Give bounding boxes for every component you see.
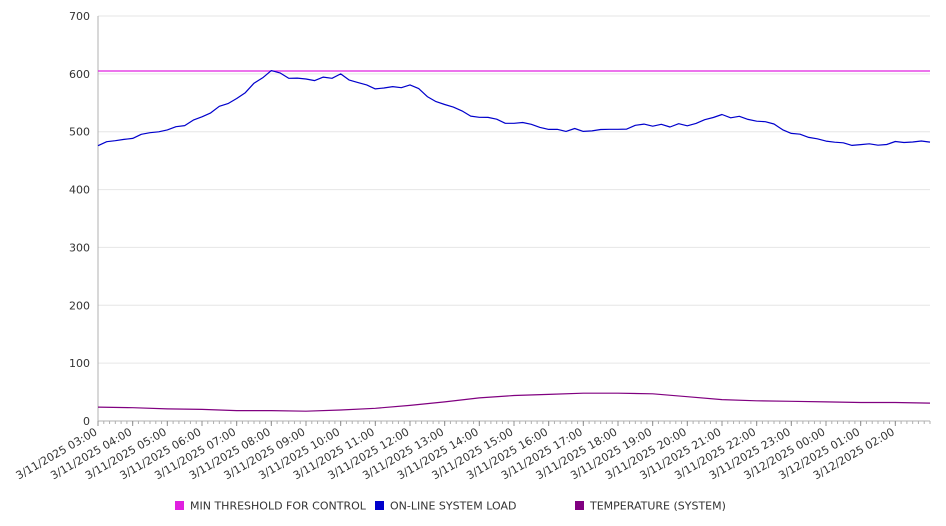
y-tick-label: 600 [69, 68, 90, 81]
y-tick-label: 500 [69, 126, 90, 139]
legend-label-0: MIN THRESHOLD FOR CONTROL [190, 500, 367, 513]
legend-swatch-0 [175, 501, 184, 510]
y-tick-label: 400 [69, 184, 90, 197]
legend-label-2: TEMPERATURE (SYSTEM) [589, 500, 726, 513]
series-lines [97, 69, 931, 412]
legend-label-1: ON-LINE SYSTEM LOAD [390, 500, 516, 513]
series-line-2 [97, 392, 931, 412]
series-line-1 [97, 69, 931, 147]
axes [97, 16, 930, 422]
legend-swatch-1 [375, 501, 384, 510]
x-axis-ticks: 3/11/2025 03:003/11/2025 04:003/11/2025 … [14, 421, 931, 482]
y-tick-label: 100 [69, 357, 90, 370]
y-tick-label: 700 [69, 10, 90, 23]
y-tick-label: 200 [69, 299, 90, 312]
legend-swatch-2 [575, 501, 584, 510]
gridlines [98, 15, 930, 364]
y-tick-label: 300 [69, 241, 90, 254]
y-tick-label: 0 [83, 415, 90, 428]
legend: MIN THRESHOLD FOR CONTROL ON-LINE SYSTEM … [175, 500, 726, 513]
y-axis-ticks: 0 100 200 300 400 500 600 700 [69, 10, 90, 428]
